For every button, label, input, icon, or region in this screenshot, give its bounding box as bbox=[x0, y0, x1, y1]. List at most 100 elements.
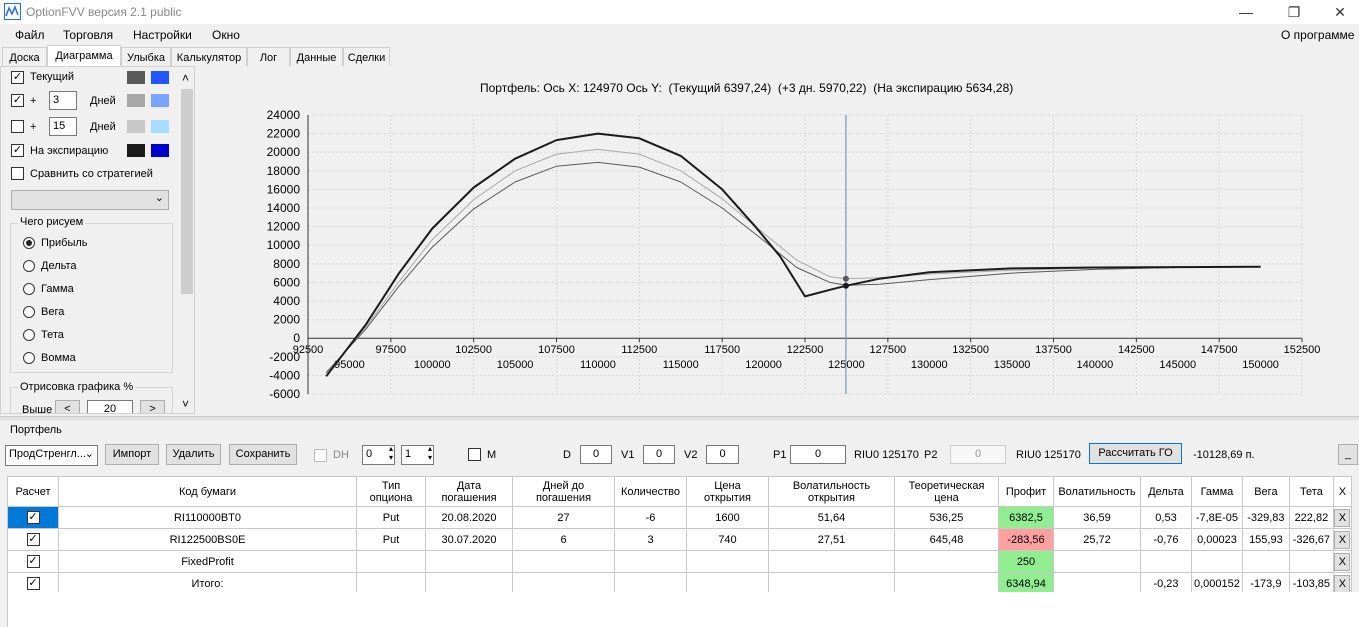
remove-row-button[interactable]: X bbox=[1334, 552, 1351, 571]
cell-vega[interactable] bbox=[1241, 550, 1290, 573]
decrease-button[interactable]: < bbox=[55, 400, 80, 413]
p1-input[interactable]: 0 bbox=[790, 445, 846, 464]
radio-profit[interactable] bbox=[23, 237, 35, 249]
calculate-margin-button[interactable]: Рассчитать ГО bbox=[1089, 443, 1182, 464]
cell-vol-open[interactable]: 51,64 bbox=[768, 506, 895, 529]
cell-theo[interactable]: 645,48 bbox=[894, 528, 999, 551]
cell-theta[interactable]: 222,82 bbox=[1288, 506, 1334, 529]
row-calc-checkbox[interactable]: ✓ bbox=[26, 577, 40, 590]
cell-vol-open[interactable]: 27,51 bbox=[768, 528, 895, 551]
col-header[interactable]: Вега bbox=[1241, 476, 1290, 507]
cell-theta[interactable] bbox=[1288, 550, 1334, 573]
import-button[interactable]: Импорт bbox=[105, 444, 159, 465]
cell-gamma[interactable] bbox=[1191, 550, 1243, 573]
cell-days[interactable]: 27 bbox=[512, 506, 615, 529]
radio-vomma[interactable] bbox=[23, 352, 35, 364]
cell-profit[interactable]: 250 bbox=[998, 550, 1054, 573]
p2-input[interactable]: 0 bbox=[950, 445, 1006, 464]
col-header[interactable]: Код бумаги bbox=[58, 476, 357, 507]
plus15-days-input[interactable]: 15 bbox=[49, 117, 77, 136]
expiration-color-black[interactable] bbox=[127, 144, 145, 157]
calc-cell[interactable]: ✓ bbox=[7, 528, 59, 551]
cell-delta[interactable] bbox=[1140, 550, 1192, 573]
close-button[interactable]: ✕ bbox=[1334, 4, 1346, 20]
remove-row-button[interactable]: X bbox=[1334, 574, 1351, 593]
table-row[interactable]: ✓ FixedProfit 250 X bbox=[7, 550, 1352, 573]
minimize-button[interactable]: — bbox=[1239, 4, 1253, 20]
menu-trade[interactable]: Торговля bbox=[63, 28, 114, 42]
payoff-chart[interactable]: 2400022000200001800016000140001200010000… bbox=[196, 66, 1359, 414]
cell-gamma[interactable]: -7,8E-05 bbox=[1191, 506, 1243, 529]
spin-up-icon[interactable]: ▴ bbox=[427, 444, 432, 453]
col-header[interactable]: Тета bbox=[1288, 476, 1334, 507]
cell-theo[interactable] bbox=[894, 550, 999, 573]
cell-theo[interactable]: 536,25 bbox=[894, 506, 999, 529]
cell-profit[interactable]: -283,56 bbox=[998, 528, 1054, 551]
spin2-input[interactable]: 1 ▴ ▾ bbox=[401, 444, 434, 465]
col-header[interactable]: Расчет bbox=[7, 476, 59, 507]
current-checkbox[interactable]: ✓ bbox=[11, 71, 24, 84]
scroll-down-icon[interactable]: ˅ bbox=[182, 397, 190, 411]
cell-type[interactable]: Put bbox=[356, 506, 426, 529]
cell-days[interactable] bbox=[512, 550, 615, 573]
settings-scrollbar[interactable]: ˄ ˅ bbox=[179, 67, 194, 413]
radio-theta[interactable] bbox=[23, 329, 35, 341]
menu-window[interactable]: Окно bbox=[212, 28, 240, 42]
strategy-dropdown[interactable]: ⌄ bbox=[11, 190, 169, 210]
spin-down-icon[interactable]: ▾ bbox=[427, 453, 432, 462]
increase-button[interactable]: > bbox=[140, 400, 165, 413]
tab-smile[interactable]: Улыбка bbox=[121, 47, 171, 67]
cell-qty[interactable]: 3 bbox=[614, 528, 687, 551]
cell-price[interactable]: 740 bbox=[686, 528, 769, 551]
cell-type[interactable] bbox=[356, 550, 426, 573]
menu-about[interactable]: О программе bbox=[1281, 28, 1355, 42]
save-button[interactable]: Сохранить bbox=[229, 444, 297, 465]
cell-gamma[interactable]: 0,00023 bbox=[1191, 528, 1243, 551]
current-color-gray[interactable] bbox=[127, 71, 145, 84]
col-header[interactable]: X bbox=[1332, 476, 1352, 507]
col-header[interactable]: Количество bbox=[614, 476, 687, 507]
scroll-up-icon[interactable]: ˄ bbox=[182, 71, 190, 85]
tab-data[interactable]: Данные bbox=[290, 47, 343, 67]
spin-down-icon[interactable]: ▾ bbox=[388, 453, 393, 462]
cell-vol[interactable]: 25,72 bbox=[1053, 528, 1141, 551]
delete-button[interactable]: Удалить bbox=[166, 444, 221, 465]
table-row[interactable]: ✓ RI110000BT0 Put 20.08.2020 27 -6 1600 51,64 53… bbox=[7, 506, 1352, 529]
plus3-color-gray[interactable] bbox=[127, 94, 145, 107]
col-header[interactable]: Тип опциона bbox=[356, 476, 426, 507]
col-header[interactable]: Дата погашения bbox=[425, 476, 513, 507]
cell-date[interactable] bbox=[425, 550, 513, 573]
radio-vega[interactable] bbox=[23, 306, 35, 318]
row-calc-checkbox[interactable]: ✓ bbox=[26, 555, 40, 568]
menu-settings[interactable]: Настройки bbox=[133, 28, 192, 42]
col-header[interactable]: Гамма bbox=[1191, 476, 1243, 507]
tab-board[interactable]: Доска bbox=[2, 47, 47, 67]
cell-theta[interactable]: -326,67 bbox=[1288, 528, 1334, 551]
cell-qty[interactable]: -6 bbox=[614, 506, 687, 529]
payoff-chart-area[interactable]: Портфель: Ось X: 124970 Ось Y: (Текущий … bbox=[196, 66, 1359, 414]
cell-vol-open[interactable] bbox=[768, 550, 895, 573]
tab-calculator[interactable]: Калькулятор bbox=[171, 47, 247, 67]
row-calc-checkbox[interactable]: ✓ bbox=[26, 511, 40, 524]
plus15-checkbox[interactable] bbox=[11, 120, 24, 133]
spin1-input[interactable]: 0 ▴ ▾ bbox=[362, 444, 395, 465]
row-calc-checkbox[interactable]: ✓ bbox=[26, 533, 40, 546]
strategy-select[interactable]: ПродСтренгл... ⌄ bbox=[5, 445, 98, 466]
cell-vol[interactable]: 36,59 bbox=[1053, 506, 1141, 529]
cell-type[interactable]: Put bbox=[356, 528, 426, 551]
calc-cell[interactable]: ✓ bbox=[7, 550, 59, 573]
plus3-checkbox[interactable]: ✓ bbox=[11, 94, 24, 107]
menu-file[interactable]: Файл bbox=[15, 28, 45, 42]
col-header[interactable]: Теоретическая цена bbox=[894, 476, 999, 507]
cell-code[interactable]: RI122500BS0E bbox=[58, 528, 357, 551]
cell-code[interactable]: FixedProfit bbox=[58, 550, 357, 573]
expiration-color-blue[interactable] bbox=[151, 144, 169, 157]
cell-vega[interactable]: -329,83 bbox=[1241, 506, 1290, 529]
col-header[interactable]: Волатильность открытия bbox=[768, 476, 895, 507]
scrollbar-thumb[interactable] bbox=[181, 89, 193, 294]
col-header[interactable]: Цена открытия bbox=[686, 476, 769, 507]
col-header[interactable]: Дней до погашения bbox=[512, 476, 615, 507]
cell-vega[interactable]: 155,93 bbox=[1241, 528, 1290, 551]
cell-price[interactable]: 1600 bbox=[686, 506, 769, 529]
minimize-portfolio-button[interactable]: _ bbox=[1338, 444, 1358, 465]
